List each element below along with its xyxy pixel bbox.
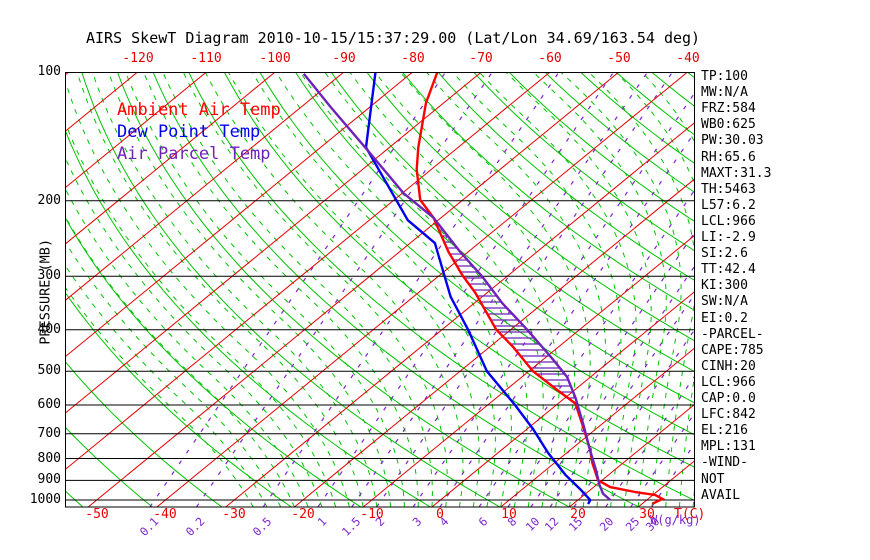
dew-point-curve — [364, 72, 592, 505]
bottom-temp-tick: -40 — [153, 507, 177, 522]
mixing-ratio-grid — [149, 72, 695, 507]
top-temp-tick: -60 — [538, 51, 562, 66]
stat-line: CINH:20 — [701, 358, 756, 374]
mixing-ratio-axis-label: W(g/kg) — [650, 513, 701, 527]
pressure-tick: 1000 — [29, 492, 61, 507]
stat-line: LCL:966 — [701, 374, 756, 390]
bottom-temp-tick: 0 — [436, 507, 444, 522]
legend-item: Ambient Air Temp — [117, 100, 281, 120]
top-temp-tick: -100 — [259, 51, 291, 66]
top-temp-tick: -50 — [607, 51, 631, 66]
stat-line: TH:5463 — [701, 181, 756, 197]
stat-line: LCL:966 — [701, 213, 756, 229]
bottom-temp-tick: -30 — [222, 507, 246, 522]
stat-line: LI:-2.9 — [701, 230, 756, 245]
stat-line: L57:6.2 — [701, 197, 756, 213]
stat-line: EI:0.2 — [701, 310, 748, 326]
top-temp-tick: -90 — [332, 51, 356, 66]
stat-line: MW:N/A — [701, 85, 748, 101]
plot-border — [65, 72, 695, 508]
stat-line: SW:N/A — [701, 294, 748, 310]
pressure-tick: 600 — [37, 397, 61, 412]
top-temp-tick: -70 — [469, 51, 493, 66]
pressure-tick: 300 — [37, 268, 61, 283]
top-temp-tick: -40 — [676, 51, 700, 66]
stat-line: -PARCEL- — [701, 326, 764, 342]
legend-item: Dew Point Temp — [117, 122, 261, 142]
stat-line: TT:42.4 — [701, 262, 756, 278]
stat-line: MAXT:31.3 — [701, 165, 772, 181]
ambient-temp-curve — [415, 72, 666, 505]
bottom-temp-tick: -10 — [360, 507, 384, 522]
stat-line: AVAIL — [701, 487, 741, 503]
pressure-axis-label: PRESSURE (MB) — [37, 238, 54, 345]
stat-line: EL:216 — [701, 423, 748, 439]
top-temp-tick: -80 — [401, 51, 425, 66]
bottom-temp-tick: -50 — [85, 507, 109, 522]
bottom-temp-tick: 10 — [501, 507, 517, 522]
stat-line: -WIND- — [701, 455, 748, 471]
stat-line: PW:30.03 — [701, 133, 764, 149]
stat-line: TP:100 — [701, 69, 748, 84]
stat-line: NOT — [701, 471, 725, 487]
pressure-tick: 400 — [37, 322, 61, 337]
stat-line: RH:65.6 — [701, 149, 756, 165]
pressure-tick: 700 — [37, 426, 61, 441]
pressure-tick: 500 — [37, 363, 61, 378]
bottom-temp-tick: -20 — [291, 507, 315, 522]
stat-line: CAP:0.0 — [701, 391, 756, 406]
pressure-tick: 900 — [37, 472, 61, 487]
parcel-temp-curve — [302, 73, 612, 501]
stat-line: LFC:842 — [701, 407, 756, 423]
pressure-grid — [65, 200, 695, 501]
stat-line: MPL:131 — [701, 439, 756, 455]
stat-line: CAPE:785 — [701, 342, 764, 358]
pressure-tick: 100 — [37, 64, 61, 79]
bottom-temp-tick: 20 — [570, 507, 586, 522]
temp-axis-label: T(C) — [674, 507, 706, 522]
bottom-temp-tick: 30 — [639, 507, 655, 522]
top-temp-tick: -110 — [190, 51, 222, 66]
pressure-tick: 200 — [37, 193, 61, 208]
moist-adiabat-grid — [65, 72, 695, 507]
stat-line: WB0:625 — [701, 117, 756, 133]
stat-line: KI:300 — [701, 278, 748, 294]
stat-line: SI:2.6 — [701, 246, 748, 262]
top-temp-tick: -120 — [122, 51, 154, 66]
stat-line: FRZ:584 — [701, 101, 756, 117]
page-title: AIRS SkewT Diagram 2010-10-15/15:37:29.0… — [86, 29, 701, 47]
legend-item: Air Parcel Temp — [117, 144, 271, 164]
pressure-tick: 800 — [37, 451, 61, 466]
